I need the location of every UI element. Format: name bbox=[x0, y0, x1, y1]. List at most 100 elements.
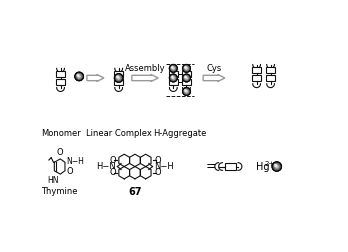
Circle shape bbox=[186, 91, 187, 92]
Circle shape bbox=[183, 88, 190, 95]
Circle shape bbox=[117, 76, 120, 80]
Circle shape bbox=[77, 74, 82, 79]
Circle shape bbox=[185, 90, 188, 92]
Circle shape bbox=[273, 163, 281, 170]
Circle shape bbox=[184, 89, 189, 94]
Circle shape bbox=[76, 73, 82, 80]
Circle shape bbox=[170, 75, 177, 81]
Circle shape bbox=[186, 91, 187, 92]
Circle shape bbox=[172, 68, 174, 69]
Bar bbox=[56, 79, 65, 85]
Circle shape bbox=[273, 163, 280, 170]
Circle shape bbox=[185, 77, 188, 79]
Circle shape bbox=[172, 77, 175, 79]
Circle shape bbox=[185, 67, 188, 70]
Bar bbox=[56, 71, 65, 77]
Text: O: O bbox=[109, 156, 116, 165]
Circle shape bbox=[185, 90, 188, 92]
FancyArrow shape bbox=[132, 75, 158, 81]
Circle shape bbox=[115, 74, 122, 82]
Circle shape bbox=[78, 75, 81, 78]
Bar bbox=[169, 71, 178, 77]
FancyArrow shape bbox=[87, 75, 104, 81]
Circle shape bbox=[184, 66, 189, 71]
Circle shape bbox=[183, 65, 190, 72]
Circle shape bbox=[78, 76, 80, 77]
Text: O: O bbox=[66, 167, 73, 176]
Circle shape bbox=[173, 68, 174, 69]
Circle shape bbox=[117, 76, 121, 80]
Circle shape bbox=[76, 74, 82, 79]
Text: N−H: N−H bbox=[66, 157, 85, 166]
Circle shape bbox=[184, 76, 186, 78]
Circle shape bbox=[115, 74, 122, 82]
Circle shape bbox=[171, 76, 173, 78]
Circle shape bbox=[76, 73, 82, 79]
Circle shape bbox=[185, 90, 188, 93]
Circle shape bbox=[173, 77, 174, 79]
Circle shape bbox=[184, 76, 189, 80]
Circle shape bbox=[78, 75, 81, 78]
Circle shape bbox=[115, 75, 122, 81]
Circle shape bbox=[184, 76, 189, 80]
Circle shape bbox=[183, 88, 190, 94]
Circle shape bbox=[272, 162, 281, 171]
Circle shape bbox=[185, 77, 188, 79]
Circle shape bbox=[78, 75, 80, 78]
Circle shape bbox=[170, 75, 176, 81]
Text: O: O bbox=[57, 148, 64, 156]
Circle shape bbox=[185, 90, 188, 93]
Circle shape bbox=[184, 67, 186, 68]
Circle shape bbox=[171, 76, 176, 80]
Circle shape bbox=[170, 65, 177, 72]
Circle shape bbox=[114, 74, 123, 82]
Circle shape bbox=[185, 68, 188, 69]
Circle shape bbox=[171, 66, 176, 71]
Circle shape bbox=[275, 164, 279, 169]
Circle shape bbox=[184, 89, 186, 91]
Circle shape bbox=[171, 66, 175, 70]
Circle shape bbox=[171, 66, 176, 71]
Circle shape bbox=[171, 75, 176, 81]
Circle shape bbox=[184, 89, 189, 94]
Circle shape bbox=[184, 66, 189, 71]
Circle shape bbox=[185, 90, 188, 93]
Circle shape bbox=[169, 65, 177, 72]
Circle shape bbox=[274, 164, 280, 170]
Circle shape bbox=[276, 166, 278, 168]
Circle shape bbox=[183, 88, 190, 95]
Text: Monomer: Monomer bbox=[41, 129, 80, 138]
Circle shape bbox=[171, 66, 176, 71]
Circle shape bbox=[185, 77, 188, 79]
Text: =: = bbox=[268, 162, 279, 172]
Circle shape bbox=[185, 76, 188, 80]
Circle shape bbox=[183, 74, 190, 82]
Circle shape bbox=[114, 74, 123, 82]
Circle shape bbox=[275, 165, 279, 168]
Circle shape bbox=[78, 75, 80, 77]
Circle shape bbox=[169, 74, 177, 82]
Circle shape bbox=[185, 67, 188, 70]
Circle shape bbox=[171, 75, 176, 81]
Circle shape bbox=[75, 72, 83, 80]
Circle shape bbox=[186, 68, 187, 69]
Circle shape bbox=[183, 75, 190, 81]
Circle shape bbox=[184, 66, 189, 71]
Circle shape bbox=[276, 165, 278, 168]
Circle shape bbox=[185, 67, 188, 70]
Circle shape bbox=[172, 76, 175, 80]
Circle shape bbox=[183, 65, 190, 72]
Circle shape bbox=[185, 90, 188, 93]
Text: HN: HN bbox=[47, 176, 59, 185]
Circle shape bbox=[116, 75, 122, 81]
Bar bbox=[182, 79, 191, 85]
Circle shape bbox=[183, 65, 190, 72]
Text: H-Aggregate: H-Aggregate bbox=[153, 129, 207, 138]
Circle shape bbox=[171, 76, 175, 80]
Circle shape bbox=[184, 89, 189, 93]
Circle shape bbox=[183, 74, 190, 82]
Circle shape bbox=[77, 74, 82, 79]
Circle shape bbox=[183, 65, 190, 71]
Circle shape bbox=[171, 66, 175, 71]
Circle shape bbox=[274, 164, 279, 169]
